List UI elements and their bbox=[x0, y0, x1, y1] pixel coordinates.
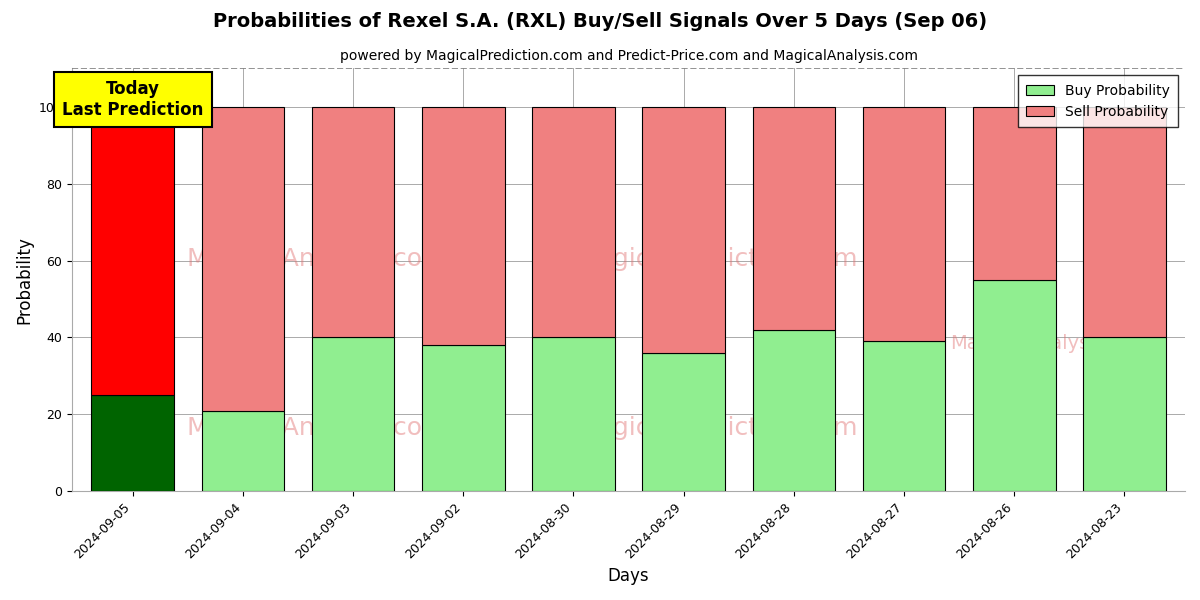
Bar bbox=[642, 353, 725, 491]
Bar bbox=[532, 337, 614, 491]
Text: MagicalAnalysis.com: MagicalAnalysis.com bbox=[950, 334, 1153, 353]
Bar bbox=[1084, 107, 1165, 337]
Bar bbox=[752, 107, 835, 330]
Bar bbox=[91, 107, 174, 395]
Bar bbox=[973, 107, 1056, 280]
Legend: Buy Probability, Sell Probability: Buy Probability, Sell Probability bbox=[1018, 75, 1178, 127]
Text: MagicalAnalysis.com: MagicalAnalysis.com bbox=[187, 247, 448, 271]
Bar bbox=[312, 107, 395, 337]
Bar bbox=[752, 330, 835, 491]
Text: MagicalAnalysis.com: MagicalAnalysis.com bbox=[187, 416, 448, 440]
Title: powered by MagicalPrediction.com and Predict-Price.com and MagicalAnalysis.com: powered by MagicalPrediction.com and Pre… bbox=[340, 49, 918, 63]
Text: Today
Last Prediction: Today Last Prediction bbox=[62, 80, 204, 119]
Text: MagicalPrediction.com: MagicalPrediction.com bbox=[577, 416, 858, 440]
Text: MagicalPrediction.com: MagicalPrediction.com bbox=[577, 247, 858, 271]
Bar bbox=[642, 107, 725, 353]
Text: Probabilities of Rexel S.A. (RXL) Buy/Sell Signals Over 5 Days (Sep 06): Probabilities of Rexel S.A. (RXL) Buy/Se… bbox=[212, 12, 988, 31]
Bar bbox=[312, 337, 395, 491]
Bar bbox=[422, 345, 505, 491]
Bar bbox=[1084, 337, 1165, 491]
Bar bbox=[91, 395, 174, 491]
Bar bbox=[202, 410, 284, 491]
Bar bbox=[202, 107, 284, 410]
Bar bbox=[863, 341, 946, 491]
Bar bbox=[532, 107, 614, 337]
Bar bbox=[863, 107, 946, 341]
Y-axis label: Probability: Probability bbox=[16, 236, 34, 324]
Bar bbox=[422, 107, 505, 345]
X-axis label: Days: Days bbox=[607, 567, 649, 585]
Bar bbox=[973, 280, 1056, 491]
